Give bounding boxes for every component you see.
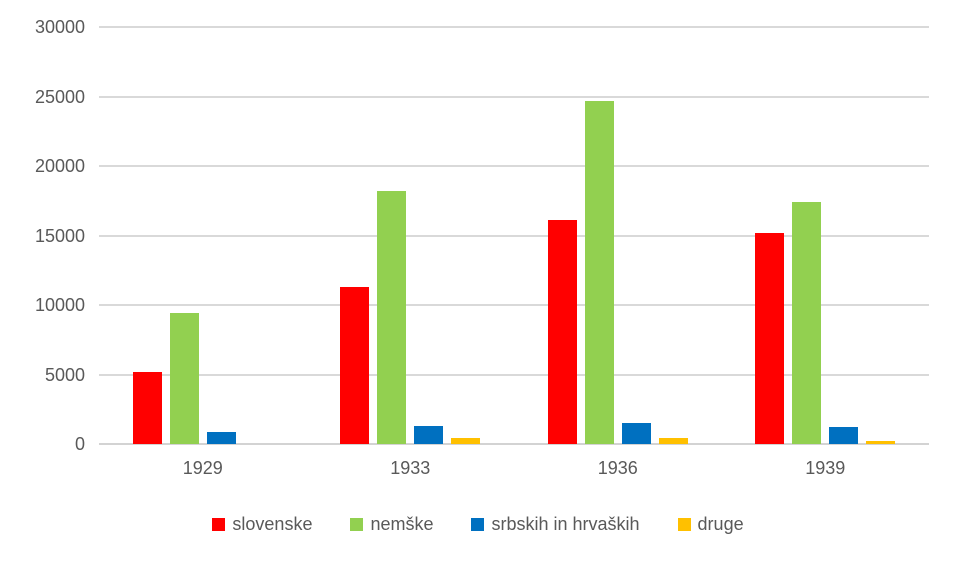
bar-druge-1933 [451, 438, 481, 444]
legend-item-druge: druge [677, 514, 744, 535]
bar-slovenske-1939 [755, 232, 785, 444]
gridline-10000 [99, 304, 929, 306]
bar-srbskih-in-hrvaških-1939 [829, 427, 859, 444]
bar-group-1936 [514, 27, 722, 444]
bar-group-1929 [99, 27, 307, 444]
y-tick-label: 20000 [34, 156, 85, 176]
legend-item-slovenske: slovenske [212, 514, 312, 535]
y-tick-label: 25000 [34, 86, 85, 107]
gridline-30000 [99, 26, 929, 28]
bar-druge-1936 [658, 438, 688, 444]
legend-item-nemške: nemške [350, 514, 433, 535]
legend-swatch-icon [350, 518, 364, 531]
legend-label: nemške [370, 514, 434, 534]
y-tick-label: 15000 [34, 225, 85, 246]
legend-item-srbskih-in-hrvaških: srbskih in hrvaških [471, 514, 640, 535]
bar-nemške-1939 [792, 202, 822, 444]
y-tick-label: 30000 [34, 17, 85, 37]
bar-slovenske-1936 [547, 220, 577, 444]
bar-group-1939 [722, 27, 930, 444]
gridline-20000 [99, 165, 929, 167]
bar-srbskih-in-hrvaških-1936 [621, 423, 651, 444]
x-axis-line [99, 443, 929, 445]
plot-area [99, 26, 930, 445]
x-tick-label-1933: 1933 [390, 458, 431, 478]
x-tick-label-1939: 1939 [805, 458, 846, 478]
bar-druge-1939 [866, 440, 896, 444]
legend-swatch-icon [471, 518, 485, 531]
bar-slovenske-1933 [340, 286, 370, 444]
bar-srbskih-in-hrvaških-1933 [414, 425, 444, 444]
gridline-25000 [99, 95, 929, 98]
y-tick-label: 5000 [44, 364, 85, 385]
legend-label: druge [697, 514, 744, 534]
legend: slovenske nemške srbskih in hrvaških druge [0, 514, 956, 535]
bar-slovenske-1929 [132, 371, 162, 444]
x-tick-label-1936: 1936 [597, 458, 638, 478]
y-tick-label: 10000 [34, 295, 85, 315]
bar-nemške-1936 [584, 100, 614, 444]
legend-label: srbskih in hrvaških [491, 514, 640, 534]
x-tick-label-1929: 1929 [182, 458, 223, 478]
legend-swatch-icon [677, 518, 691, 531]
bar-nemške-1933 [377, 191, 407, 444]
y-tick-label: 0 [74, 434, 85, 454]
gridline-15000 [99, 234, 929, 237]
gridline-5000 [99, 373, 929, 376]
bar-srbskih-in-hrvaških-1929 [206, 431, 236, 444]
bar-nemške-1929 [169, 313, 199, 444]
legend-swatch-icon [212, 518, 226, 531]
legend-label: slovenske [232, 514, 313, 534]
bar-group-1933 [307, 27, 515, 444]
